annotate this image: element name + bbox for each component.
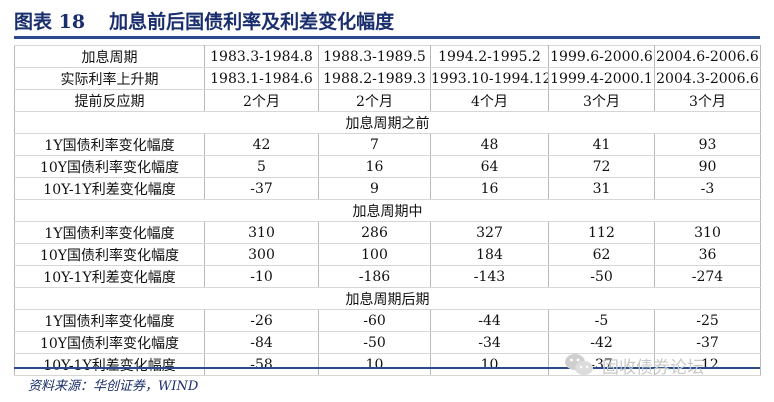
source-note: 资料来源：华创证券，WIND <box>28 379 199 394</box>
bottom-divider <box>14 367 760 369</box>
row-label: 1Y国债利率变化幅度 <box>14 309 205 332</box>
table-cell: 1983.1-1984.6 <box>204 67 319 90</box>
table-cell: 1994.2-1995.2 <box>430 45 549 68</box>
table-cell: 90 <box>654 155 761 178</box>
table-cell: 16 <box>430 177 549 200</box>
table-row: 1Y国债利率变化幅度 -26 -60 -44 -5 -25 <box>14 309 761 332</box>
table-cell: -10 <box>204 265 319 288</box>
table-cell: 16 <box>318 155 431 178</box>
table-cell: -274 <box>654 265 761 288</box>
table-cell: 64 <box>430 155 549 178</box>
table-cell: -58 <box>204 353 319 376</box>
table-cell: -26 <box>204 309 319 332</box>
row-label: 10Y-1Y利差变化幅度 <box>14 265 205 288</box>
section-header-row: 加息周期之前 <box>14 111 761 134</box>
table-cell: 100 <box>318 243 431 266</box>
table-cell: 3个月 <box>548 89 655 112</box>
table-cell: 310 <box>654 221 761 244</box>
table-cell: 1993.10-1994.12 <box>430 67 549 90</box>
row-label: 10Y-1Y利差变化幅度 <box>14 353 205 376</box>
row-label: 10Y国债利率变化幅度 <box>14 155 205 178</box>
table-cell: -50 <box>318 331 431 354</box>
table-row: 10Y-1Y利差变化幅度 -10 -186 -143 -50 -274 <box>14 265 761 288</box>
table-cell: 31 <box>548 177 655 200</box>
row-label: 实际利率上升期 <box>14 67 205 90</box>
table-cell: -25 <box>654 309 761 332</box>
table-cell: 10 <box>318 353 431 376</box>
header-row: 实际利率上升期 1983.1-1984.6 1988.2-1989.3 1993.10… <box>14 67 761 90</box>
table-cell: 42 <box>204 133 319 156</box>
table-cell: 310 <box>204 221 319 244</box>
wechat-icon <box>564 352 594 378</box>
figure-title-text: 加息前后国债利率及利差变化幅度 <box>109 10 395 33</box>
watermark-text: 固收债券论坛 <box>602 357 704 378</box>
table-cell: 286 <box>318 221 431 244</box>
header-row: 加息周期 1983.3-1984.8 1988.3-1989.5 1994.2-199… <box>14 45 761 68</box>
table-cell: 93 <box>654 133 761 156</box>
table-cell: -44 <box>430 309 549 332</box>
section-title: 加息周期中 <box>14 199 761 222</box>
table-cell: 2个月 <box>204 89 319 112</box>
table-cell: 2004.6-2006.6 <box>654 45 761 68</box>
section-title: 加息周期后期 <box>14 287 761 310</box>
section-title: 加息周期之前 <box>14 111 761 134</box>
table-row: 10Y国债利率变化幅度 -84 -50 -34 -42 -37 <box>14 331 761 354</box>
table-cell: 1988.3-1989.5 <box>318 45 431 68</box>
table-cell: -42 <box>548 331 655 354</box>
table-cell: 2004.3-2006.6 <box>654 67 761 90</box>
table-cell: 4个月 <box>430 89 549 112</box>
table-cell: -60 <box>318 309 431 332</box>
table-cell: 10 <box>430 353 549 376</box>
table-cell: 1999.4-2000.1 <box>548 67 655 90</box>
table-cell: 62 <box>548 243 655 266</box>
watermark: 固收债券论坛 <box>564 350 704 380</box>
table-cell: -186 <box>318 265 431 288</box>
table-cell: -34 <box>430 331 549 354</box>
table-cell: 7 <box>318 133 431 156</box>
row-label: 10Y-1Y利差变化幅度 <box>14 177 205 200</box>
row-label: 10Y国债利率变化幅度 <box>14 331 205 354</box>
table-cell: -3 <box>654 177 761 200</box>
table-row: 10Y-1Y利差变化幅度 -37 9 16 31 -3 <box>14 177 761 200</box>
figure-title: 图表 18 加息前后国债利率及利差变化幅度 <box>14 6 394 34</box>
table-row: 10Y国债利率变化幅度 300 100 184 62 36 <box>14 243 761 266</box>
table-cell: 48 <box>430 133 549 156</box>
table-cell: -50 <box>548 265 655 288</box>
row-label: 10Y国债利率变化幅度 <box>14 243 205 266</box>
table-row: 1Y国债利率变化幅度 310 286 327 112 310 <box>14 221 761 244</box>
row-label: 加息周期 <box>14 45 205 68</box>
table-cell: 9 <box>318 177 431 200</box>
table-cell: 41 <box>548 133 655 156</box>
title-divider <box>14 36 760 39</box>
table-row: 10Y国债利率变化幅度 5 16 64 72 90 <box>14 155 761 178</box>
figure-number: 图表 18 <box>14 10 86 33</box>
table-cell: 1999.6-2000.6 <box>548 45 655 68</box>
table-row: 1Y国债利率变化幅度 42 7 48 41 93 <box>14 133 761 156</box>
header-row: 提前反应期 2个月 2个月 4个月 3个月 3个月 <box>14 89 761 112</box>
table-cell: 36 <box>654 243 761 266</box>
row-label: 1Y国债利率变化幅度 <box>14 133 205 156</box>
table-cell: -5 <box>548 309 655 332</box>
table-body: 加息周期 1983.3-1984.8 1988.3-1989.5 1994.2-199… <box>14 45 761 376</box>
table-cell: 184 <box>430 243 549 266</box>
table-cell: 327 <box>430 221 549 244</box>
table-cell: 3个月 <box>654 89 761 112</box>
row-label: 1Y国债利率变化幅度 <box>14 221 205 244</box>
table-cell: 300 <box>204 243 319 266</box>
table-cell: 1983.3-1984.8 <box>204 45 319 68</box>
section-header-row: 加息周期后期 <box>14 287 761 310</box>
table-cell: 112 <box>548 221 655 244</box>
section-header-row: 加息周期中 <box>14 199 761 222</box>
rate-change-table: 加息周期 1983.3-1984.8 1988.3-1989.5 1994.2-199… <box>14 45 761 376</box>
table-cell: -37 <box>204 177 319 200</box>
table-cell: 2个月 <box>318 89 431 112</box>
row-label: 提前反应期 <box>14 89 205 112</box>
table-cell: 72 <box>548 155 655 178</box>
table-cell: -84 <box>204 331 319 354</box>
table-row: 10Y-1Y利差变化幅度 -58 10 10 -37 -12 <box>14 353 761 376</box>
table-cell: 5 <box>204 155 319 178</box>
table-cell: 1988.2-1989.3 <box>318 67 431 90</box>
table-cell: -143 <box>430 265 549 288</box>
